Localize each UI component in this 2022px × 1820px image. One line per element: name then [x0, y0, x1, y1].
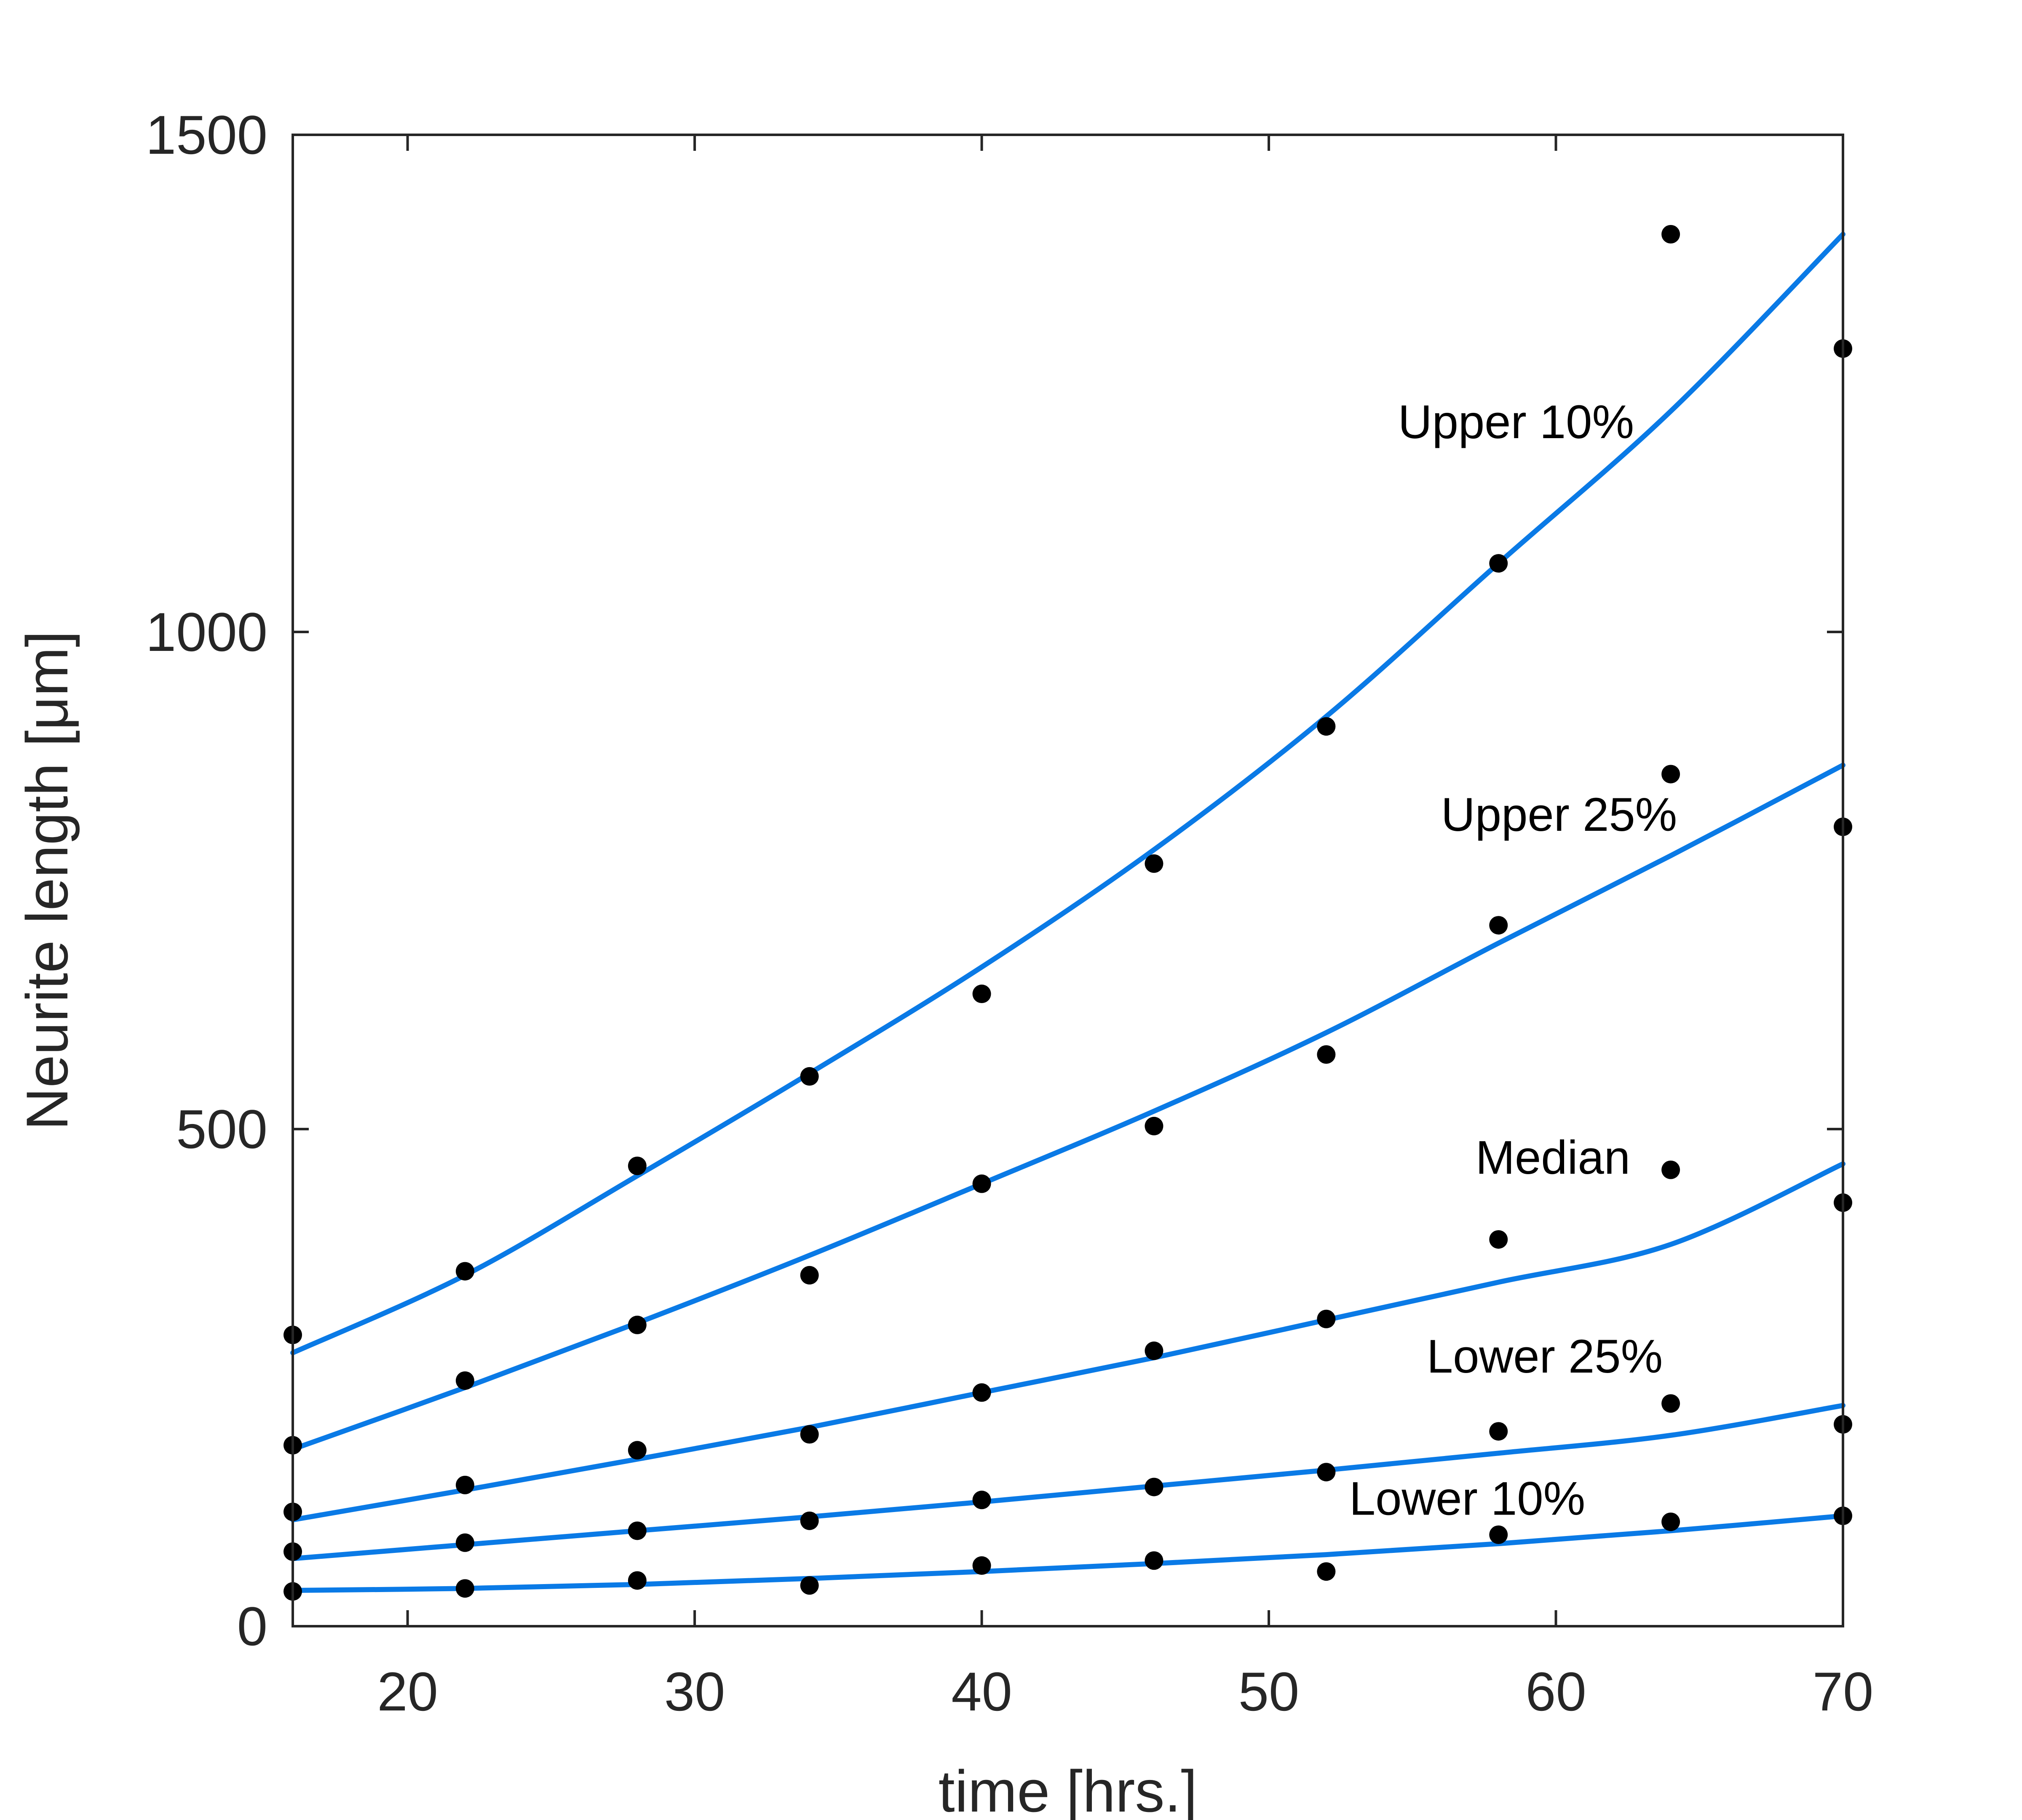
data-point-4-8 [1661, 1512, 1680, 1531]
y-tick-label-3: 1500 [146, 104, 267, 166]
series-labels: Upper 10% Upper 25% Median Lower 25% Lower 1… [1349, 396, 1677, 1525]
series-label-2: Median [1476, 1131, 1630, 1184]
data-point-4-2 [628, 1571, 647, 1590]
data-point-3-8 [1661, 1394, 1680, 1413]
data-point-1-1 [455, 1371, 474, 1390]
fit-line-0 [290, 232, 1845, 1355]
x-tick-label-3: 50 [1238, 1661, 1300, 1722]
data-point-4-5 [1145, 1551, 1163, 1570]
data-point-0-6 [1317, 717, 1336, 736]
y-tick-label-0: 0 [237, 1595, 267, 1657]
fit-line-4 [290, 1513, 1845, 1593]
data-point-0-4 [972, 985, 991, 1004]
fit-line-2 [290, 1161, 1845, 1523]
data-point-2-6 [1317, 1309, 1336, 1328]
data-point-4-1 [455, 1579, 474, 1598]
fit-lines [290, 232, 1845, 1593]
data-point-4-6 [1317, 1562, 1336, 1581]
series-label-3: Lower 25% [1427, 1330, 1663, 1383]
data-point-2-2 [628, 1441, 647, 1460]
series-label-1: Upper 25% [1441, 788, 1677, 841]
data-point-1-4 [972, 1174, 991, 1193]
x-tick-label-1: 30 [664, 1661, 725, 1722]
data-point-2-1 [455, 1475, 474, 1494]
data-point-2-7 [1489, 1230, 1508, 1249]
data-point-1-7 [1489, 916, 1508, 935]
x-tick-label-0: 20 [377, 1661, 438, 1722]
data-point-0-2 [628, 1156, 647, 1175]
data-point-1-3 [800, 1266, 819, 1285]
data-point-2-5 [1145, 1341, 1163, 1360]
plot-area [293, 135, 1843, 1626]
data-point-3-1 [455, 1533, 474, 1552]
data-point-3-5 [1145, 1477, 1163, 1496]
data-point-1-8 [1661, 765, 1680, 784]
data-point-3-4 [972, 1491, 991, 1510]
x-tick-label-4: 60 [1525, 1661, 1586, 1722]
data-point-3-6 [1317, 1463, 1336, 1482]
axes-box [292, 134, 1844, 1627]
data-point-1-6 [1317, 1045, 1336, 1064]
fit-line-1 [290, 763, 1845, 1452]
data-point-0-7 [1489, 554, 1508, 573]
data-point-2-8 [1661, 1160, 1680, 1179]
y-tick-label-1: 500 [176, 1098, 267, 1160]
data-point-3-2 [628, 1521, 647, 1540]
data-point-0-5 [1145, 854, 1163, 873]
y-tick-label-2: 1000 [146, 601, 267, 663]
data-point-1-5 [1145, 1116, 1163, 1135]
data-point-4-4 [972, 1556, 991, 1575]
fit-line-3 [290, 1403, 1845, 1561]
data-point-1-2 [628, 1315, 647, 1334]
data-point-4-7 [1489, 1525, 1508, 1544]
series-label-4: Lower 10% [1349, 1472, 1585, 1525]
data-point-2-4 [972, 1383, 991, 1402]
series-label-0: Upper 10% [1398, 396, 1634, 448]
data-point-0-1 [455, 1262, 474, 1281]
x-tick-label-2: 40 [951, 1661, 1012, 1722]
data-point-4-3 [800, 1576, 819, 1595]
data-point-3-3 [800, 1511, 819, 1530]
x-axis-title: time [hrs.] [939, 1758, 1198, 1820]
y-axis-title: Neurite length [μm] [14, 631, 80, 1130]
data-point-3-7 [1489, 1422, 1508, 1441]
data-point-0-8 [1661, 225, 1680, 244]
data-point-0-3 [800, 1067, 819, 1086]
data-point-2-3 [800, 1425, 819, 1444]
x-tick-label-5: 70 [1813, 1661, 1874, 1722]
